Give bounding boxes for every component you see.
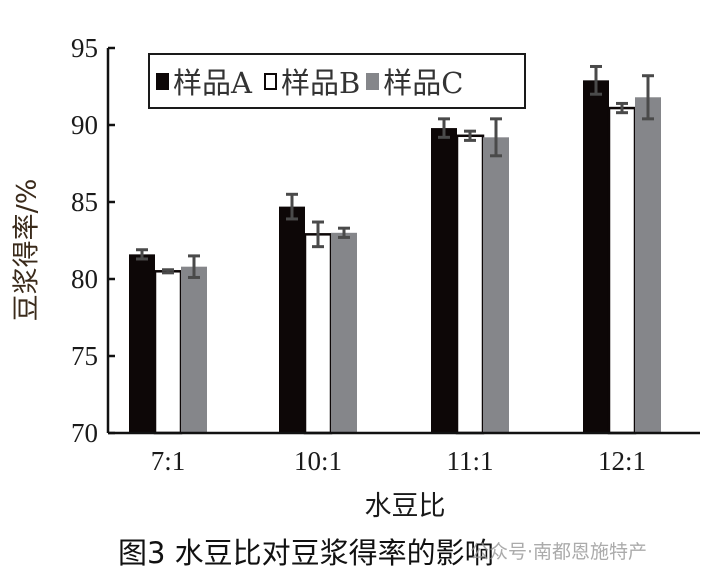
x-tick-label: 11:1 [447,446,494,476]
bar-样品B-11:1 [455,134,485,435]
legend-label-c: 样品C [383,66,464,100]
legend-swatch-c [366,72,380,90]
legend-swatch-b [263,72,277,90]
bar-样品A-10:1 [279,206,305,433]
x-axis-label: 水豆比 [364,491,446,522]
watermark: 公众号·南都恩施特产 [470,541,648,563]
figure-caption: 图3 水豆比对豆浆得率的影响 [118,536,494,570]
legend-label-a: 样品A [173,66,252,100]
y-axis-label: 豆浆得率/% [11,178,43,322]
bar-样品C-7:1 [181,266,207,433]
bar-样品C-10:1 [331,232,357,433]
legend-label-b: 样品B [280,66,361,100]
bar-样品B-10:1 [303,233,333,435]
x-tick-label: 7:1 [151,446,186,476]
x-tick-label: 10:1 [294,446,342,476]
bar-样品C-12:1 [635,97,661,433]
y-tick-label: 75 [71,341,98,371]
y-tick-label: 85 [71,187,98,217]
legend-swatch-a [156,72,169,90]
y-tick-label: 80 [71,264,98,294]
bar-样品C-11:1 [483,137,509,433]
y-axis-label-box: 豆浆得率/% [4,160,44,340]
y-tick-label: 90 [71,110,98,140]
x-tick-label: 12:1 [598,446,646,476]
bar-样品A-7:1 [129,254,155,433]
y-tick-label: 95 [71,33,98,63]
legend: 样品A 样品B 样品C [148,53,526,109]
bar-样品A-11:1 [431,128,457,433]
bar-样品B-7:1 [153,270,183,435]
y-tick-label: 70 [71,418,98,448]
bar-样品B-12:1 [607,106,637,435]
bar-样品A-12:1 [583,80,609,433]
